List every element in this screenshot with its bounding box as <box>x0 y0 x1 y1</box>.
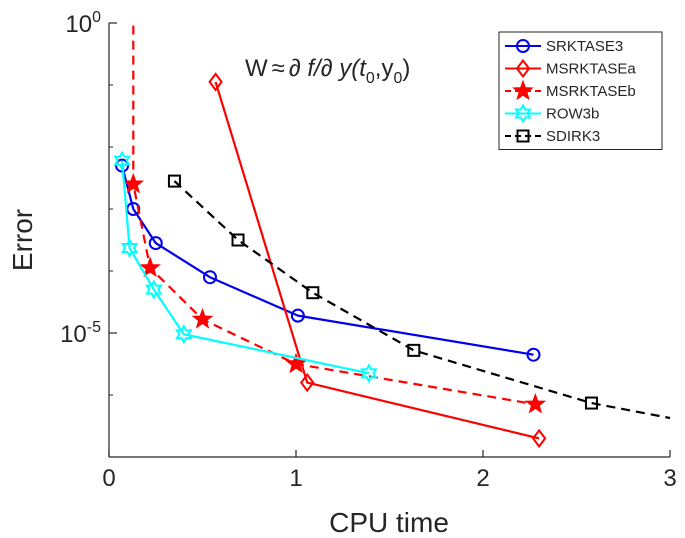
data-point-row3b-4 <box>360 363 378 384</box>
annotation-comma-y: ,y <box>375 55 394 82</box>
data-point-srktase3-5 <box>526 347 541 362</box>
data-point-sdirk3-3 <box>407 343 421 357</box>
data-point-srktase3-3 <box>202 270 217 285</box>
annotation-close: ) <box>402 55 410 82</box>
data-point-row3b-3 <box>175 324 193 345</box>
x-tick-label: 1 <box>289 465 302 492</box>
data-point-msrktasea-0 <box>208 72 223 92</box>
legend-marker-msrktaseb <box>512 79 534 101</box>
data-point-msrktasea-1 <box>299 372 315 393</box>
x-axis-title: CPU time <box>329 507 449 538</box>
y-tick-label: 100 <box>65 9 101 38</box>
data-point-msrktaseb-5 <box>524 392 547 414</box>
series-msrktaseb <box>122 23 547 414</box>
data-point-srktase3-2 <box>148 236 163 251</box>
annotation-sub-t: 0 <box>366 70 375 87</box>
data-point-sdirk3-1 <box>231 233 245 247</box>
data-point-msrktaseb-3 <box>191 307 214 329</box>
data-point-msrktasea-2 <box>531 428 547 449</box>
legend-marker-sdirk3 <box>516 129 530 143</box>
legend-label: MSRKTASEa <box>546 61 636 78</box>
legend-item-msrktaseb: MSRKTASEb <box>505 79 636 101</box>
legend-label: SRKTASE3 <box>546 38 623 55</box>
y-tick-label: 10-5 <box>60 319 101 348</box>
legend-label: SDIRK3 <box>546 128 600 145</box>
legend-marker-srktase3 <box>516 39 530 53</box>
series-row3b <box>113 150 378 384</box>
legend-item-sdirk3: SDIRK3 <box>505 128 600 145</box>
annotation: W ≈ ∂ f/∂ y(t0,y0) <box>245 55 410 87</box>
x-tick-label: 2 <box>476 465 489 492</box>
data-point-sdirk3-4 <box>584 396 598 410</box>
legend-label: ROW3b <box>546 106 599 123</box>
legend-item-srktase3: SRKTASE3 <box>505 38 623 55</box>
data-point-msrktaseb-1 <box>122 172 145 194</box>
series-line-row3b <box>120 160 370 375</box>
annotation-sub-y: 0 <box>393 70 402 87</box>
y-axis-title: Error <box>7 209 38 271</box>
data-point-sdirk3-2 <box>306 286 320 300</box>
x-tick-label: 0 <box>102 465 115 492</box>
legend-item-msrktasea: MSRKTASEa <box>505 58 636 79</box>
legend-item-row3b: ROW3b <box>505 103 599 124</box>
series-layer <box>113 23 670 449</box>
data-point-row3b-2 <box>145 279 163 300</box>
annotation-derivative: ∂ f/∂ y(t <box>289 55 367 82</box>
series-line-srktase3 <box>121 165 534 356</box>
legend-label: MSRKTASEb <box>546 83 636 100</box>
legend-marker-msrktasea <box>515 58 531 79</box>
legend-marker-row3b <box>514 103 532 124</box>
data-point-msrktaseb-4 <box>285 352 307 374</box>
x-tick-label: 3 <box>663 465 676 492</box>
data-point-sdirk3-0 <box>167 174 181 188</box>
annotation-w: W <box>245 55 268 82</box>
series-sdirk3 <box>167 174 670 420</box>
annotation-approx: ≈ <box>272 55 285 82</box>
data-point-row3b-1 <box>120 237 139 259</box>
series-msrktasea <box>208 72 547 449</box>
axes-layer: 0 1 2 3 100 10-5 <box>60 9 677 492</box>
data-point-msrktaseb-2 <box>139 256 162 278</box>
legend: SRKTASE3 MSRKTASEa MSRKTASEb ROW3b SDIRK3 <box>498 31 663 150</box>
series-line-msrktasea <box>214 81 540 440</box>
data-point-row3b-0 <box>113 150 131 171</box>
data-point-srktase3-4 <box>290 308 305 323</box>
